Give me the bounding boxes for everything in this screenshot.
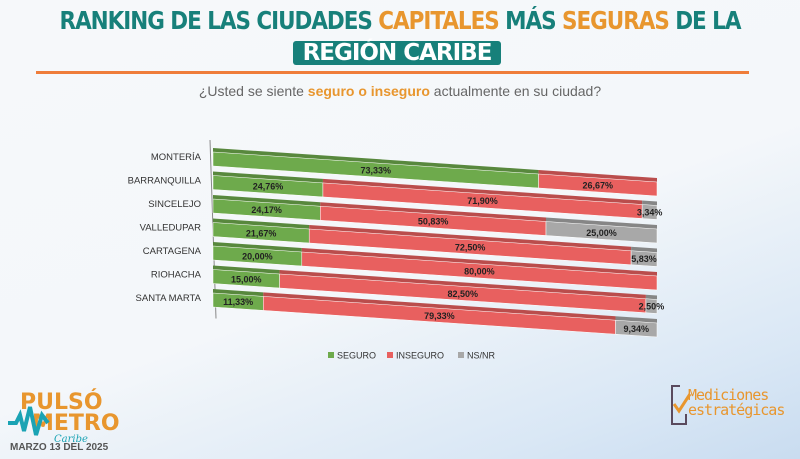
bar-top-face <box>213 148 539 174</box>
category-label: VALLEDUPAR <box>140 223 202 234</box>
bar-top-face <box>320 202 546 222</box>
bar-segment-nsnr <box>645 298 658 314</box>
data-label: 20,00% <box>242 252 273 262</box>
divider <box>36 71 749 74</box>
bar-top-face <box>213 289 264 297</box>
logo-text: METRO <box>32 411 120 436</box>
legend-swatch <box>387 352 393 358</box>
bar-segment-inseguro <box>301 251 658 291</box>
data-label: 3,34% <box>637 207 663 217</box>
logo-subtext: Caribe <box>54 434 88 445</box>
data-label: 73,33% <box>361 165 392 175</box>
data-label: 25,00% <box>586 228 617 238</box>
bar-segment-inseguro <box>538 173 658 197</box>
title-highlight: CAPITALES <box>378 6 499 35</box>
category-label: CARTAGENA <box>143 246 202 257</box>
data-label: 50,83% <box>418 216 449 226</box>
logo-line: estratégicas <box>688 401 785 419</box>
title-text: MÁS <box>498 6 563 35</box>
bar-top-face <box>301 248 657 276</box>
data-label: 9,34% <box>623 324 649 334</box>
legend-swatch <box>458 352 464 358</box>
data-label: 15,00% <box>231 274 262 284</box>
bar-segment-nsnr <box>615 319 658 338</box>
category-label: MONTERÍA <box>151 152 202 163</box>
category-label: RIOHACHA <box>151 270 202 281</box>
logo-text: PULSÓ <box>20 389 103 415</box>
bar-top-face <box>645 294 657 300</box>
question-highlight: seguro o inseguro <box>307 83 430 99</box>
category-label: SINCELEJO <box>148 199 201 210</box>
legend-label: NS/NR <box>467 351 496 361</box>
bar-top-face <box>309 225 632 251</box>
bar-top-face <box>642 200 657 206</box>
bar-top-face <box>213 265 280 274</box>
data-label: 11,33% <box>223 297 253 307</box>
title-text: DE LA <box>668 6 741 35</box>
data-label: 26,67% <box>583 180 614 190</box>
data-label: 71,90% <box>467 196 498 206</box>
bar-segment-nsnr <box>641 204 658 220</box>
question-text: actualmente en su ciudad? <box>429 83 602 99</box>
bar-top-face <box>538 169 657 182</box>
page-title: RANKING DE LAS CIUDADES CAPITALES MÁS SE… <box>56 6 744 35</box>
data-label: 82,50% <box>447 289 478 299</box>
legend-swatch <box>328 352 334 358</box>
pulsometro-logo-graphic: PULSÓ METRO Caribe <box>8 389 120 445</box>
data-label: 80,00% <box>464 267 495 277</box>
bar-top-face <box>322 178 643 205</box>
data-label: 72,50% <box>455 242 486 252</box>
category-label: BARRANQUILLA <box>128 176 202 187</box>
chart-question: ¿Usted se siente seguro o inseguro actua… <box>0 83 800 99</box>
logo-line: Mediciones <box>688 386 769 404</box>
bar-top-face <box>546 217 657 229</box>
bar-top-face <box>615 316 657 323</box>
title-region-badge: REGIÓN CARIBE <box>293 41 501 65</box>
category-label: SANTA MARTA <box>136 293 202 304</box>
logo-text: Mediciones estratégicas <box>688 386 785 419</box>
bar-top-face <box>213 195 321 207</box>
bar-top-face <box>279 270 646 299</box>
data-label: 5,83% <box>631 254 657 264</box>
checkmark-icon <box>671 385 692 425</box>
title-highlight: SEGURAS <box>562 6 670 35</box>
bar-top-face <box>213 242 302 252</box>
bar-top-face <box>213 218 310 230</box>
legend-label: SEGURO <box>337 351 376 361</box>
data-label: 24,17% <box>251 205 282 215</box>
data-label: 2,50% <box>639 302 665 312</box>
data-label: 21,67% <box>246 228 277 238</box>
date-label: MARZO 13 DEL 2025 <box>10 442 109 453</box>
bar-top-face <box>213 171 323 183</box>
pulse-icon <box>8 406 50 436</box>
data-label: 24,76% <box>253 182 284 192</box>
title-text: RANKING DE LAS CIUDADES <box>59 6 379 35</box>
data-label: 79,33% <box>424 311 455 321</box>
question-text: ¿Usted se siente <box>198 83 308 99</box>
bar-segment-nsnr <box>630 250 658 267</box>
bar-segment-nsnr <box>545 221 658 244</box>
legend-label: INSEGURO <box>396 351 444 361</box>
pulsometro-logo: PULSÓ METRO Caribe <box>8 385 128 455</box>
bar-top-face <box>263 292 616 321</box>
